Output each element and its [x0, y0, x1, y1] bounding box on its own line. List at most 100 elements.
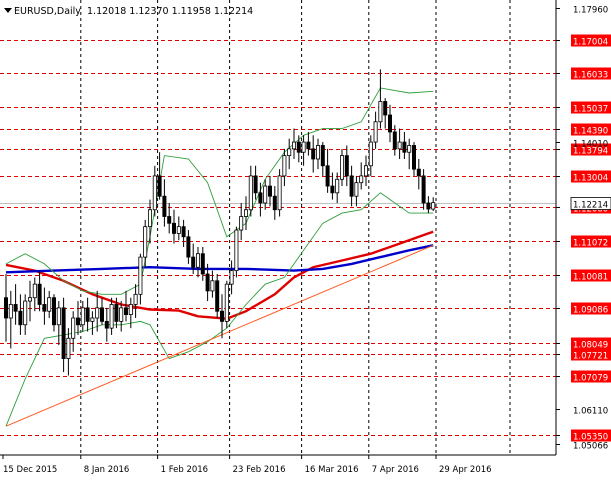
level-label-bg: [571, 67, 611, 80]
level-label-bg: [571, 370, 611, 383]
y-tick-label: 1.05066: [573, 442, 608, 452]
candle-body-bear: [330, 185, 335, 194]
candle-body-bull: [109, 304, 114, 329]
candle-body-bear: [411, 145, 416, 170]
axis-layer: 1.17004 1.16033 1.15037 1.14390 1.13794 1.130…: [2, 6, 611, 475]
chart-symbol-label: EURUSD,Daily: [14, 6, 81, 17]
chart-ohlc-label: 1.12018 1.12370 1.11958 1.12214: [87, 6, 253, 17]
candle-body-bull: [287, 148, 292, 157]
candle-body-bull: [431, 202, 436, 210]
candle-body-bear: [76, 317, 81, 326]
indicator-line: [5, 244, 434, 274]
level-label: 1.14390: [573, 127, 608, 137]
x-tick-label: 29 Apr 2016: [439, 465, 492, 475]
candle-body-bear: [100, 307, 105, 322]
candle-body-bear: [253, 175, 258, 194]
candle-body-bull: [407, 145, 412, 153]
candle-body-bull: [239, 216, 244, 231]
level-label: 1.09086: [573, 306, 608, 316]
level-label: 1.10081: [573, 273, 608, 283]
candle-body-bull: [95, 307, 100, 319]
candle-body-bear: [267, 185, 272, 197]
candle-body-bull: [32, 283, 37, 299]
candle-body-bull: [378, 101, 383, 123]
candle-body-bull: [66, 337, 71, 359]
candle-body-bull: [335, 178, 340, 194]
candle-body-bear: [325, 165, 330, 187]
candle-body-bull: [23, 300, 28, 326]
level-label: 1.13004: [573, 174, 608, 184]
level-label-bg: [571, 269, 611, 282]
candle-body-bear: [311, 148, 316, 160]
chart-header: EURUSD,Daily 1.12018 1.12370 1.11958 1.1…: [4, 6, 253, 17]
level-label: 1.08049: [573, 341, 608, 351]
candle-body-bear: [162, 195, 167, 217]
level-label-bg: [571, 170, 611, 183]
candle-body-bull: [71, 317, 76, 339]
candle-body-bear: [344, 155, 349, 177]
candle-body-bull: [152, 175, 157, 211]
level-label: 1.15037: [573, 105, 608, 115]
candle-body-bull: [80, 307, 85, 326]
candle-body-bear: [13, 304, 18, 312]
candle-body-bear: [215, 280, 220, 312]
candle-body-bear: [167, 216, 172, 224]
candle-body-bull: [263, 185, 268, 204]
candle-body-bear: [387, 114, 392, 133]
candle-body-bear: [18, 310, 23, 326]
candle-body-bull: [248, 175, 253, 211]
indicator-line: [5, 87, 434, 295]
candle-body-bull: [210, 280, 215, 292]
candle-body-bull: [90, 317, 95, 322]
candle-body-bull: [234, 229, 239, 272]
indicator-line: [5, 244, 434, 427]
candle-body-bull: [397, 141, 402, 150]
candle-body-bear: [205, 273, 210, 292]
candle-body-bear: [4, 297, 9, 319]
level-label-bg: [571, 337, 611, 350]
candle-body-bear: [296, 141, 301, 153]
candle-body-bull: [301, 141, 306, 153]
candle-body-bull: [315, 145, 320, 160]
x-tick-label: 8 Jan 2016: [84, 465, 130, 475]
indicator-layer: [5, 87, 434, 427]
grid-layer: [80, 0, 511, 455]
candle-body-bear: [124, 307, 129, 316]
candle-body-bear: [306, 141, 311, 150]
candle-layer: [4, 69, 436, 376]
candle-body-bull: [229, 270, 234, 285]
candle-body-bull: [363, 165, 368, 177]
level-label: 1.07721: [573, 352, 608, 362]
level-label-bg: [571, 34, 611, 47]
candle-body-bull: [27, 297, 32, 302]
indicator-line: [5, 192, 434, 427]
y-tick-label: 1.14010: [573, 140, 608, 150]
y-tick-label: 1.17960: [573, 6, 608, 16]
level-label-bg: [571, 429, 611, 442]
x-tick-label: 7 Apr 2016: [372, 465, 419, 475]
level-label: 1.16033: [573, 71, 608, 81]
level-label-bg: [571, 123, 611, 136]
candle-body-bull: [128, 304, 133, 316]
candle-body-bear: [421, 175, 426, 204]
candle-body-bull: [143, 226, 148, 258]
candle-body-bull: [47, 297, 52, 312]
level-label-bg: [571, 302, 611, 315]
candle-body-bear: [402, 141, 407, 153]
candle-body-bull: [368, 141, 373, 167]
candle-body-bull: [243, 209, 248, 217]
candle-body-bear: [219, 310, 224, 322]
candle-body-bull: [138, 256, 143, 295]
candle-body-bull: [277, 175, 282, 211]
level-label: 1.17004: [573, 38, 608, 48]
chart-header-icon: [4, 8, 12, 13]
candle-body-bull: [354, 182, 359, 197]
candle-body-bear: [186, 236, 191, 258]
candle-body-bull: [195, 253, 200, 268]
level-label: 1.07079: [573, 374, 608, 384]
candle-body-bull: [373, 121, 378, 143]
candle-body-bear: [349, 175, 354, 197]
candle-body-bull: [133, 293, 138, 305]
candle-body-bear: [426, 202, 431, 210]
